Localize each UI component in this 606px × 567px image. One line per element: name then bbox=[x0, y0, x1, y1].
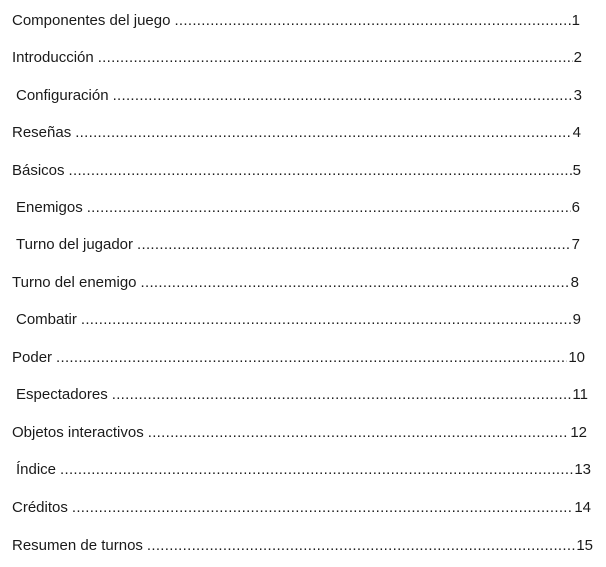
toc-entry-page-number: 14 bbox=[574, 499, 591, 516]
toc-entry-leader: ........................................… bbox=[97, 49, 573, 66]
toc-entry-combatir[interactable]: Combatir ...............................… bbox=[12, 309, 581, 331]
toc-entry-objetos-interactivos[interactable]: Objetos interactivos ...................… bbox=[12, 422, 587, 444]
toc-entry-leader: ........................................… bbox=[56, 349, 567, 366]
toc-entry-page-number: 4 bbox=[572, 124, 581, 141]
toc-entry-title: Componentes del juego bbox=[12, 12, 171, 29]
toc-entry-turno-del-jugador[interactable]: Turno del jugador ......................… bbox=[12, 234, 580, 256]
toc-entry-title: Combatir bbox=[16, 311, 77, 328]
toc-entry-title: Turno del enemigo bbox=[12, 274, 137, 291]
toc-entry-resumen-de-turnos[interactable]: Resumen de turnos ......................… bbox=[12, 535, 593, 557]
toc-entry-page-number: 5 bbox=[572, 162, 581, 179]
toc-entry-title: Poder bbox=[12, 349, 53, 366]
toc-entry-page-number: 2 bbox=[573, 49, 582, 66]
toc-entry-page-number: 11 bbox=[572, 386, 588, 403]
toc-entry-poder[interactable]: Poder ..................................… bbox=[12, 347, 585, 369]
toc-entry-page-number: 8 bbox=[570, 274, 579, 291]
toc-entry-title: Turno del jugador bbox=[16, 236, 134, 253]
toc-entry-enemigos[interactable]: Enemigos ...............................… bbox=[12, 197, 580, 219]
toc-entry-title: Créditos bbox=[12, 499, 68, 516]
toc-entry-page-number: 12 bbox=[570, 424, 587, 441]
toc-entry-leader: ........................................… bbox=[140, 274, 570, 291]
toc-entry-title: Espectadores bbox=[16, 386, 108, 403]
toc-entry-page-number: 15 bbox=[576, 537, 593, 554]
toc-entry-leader: ........................................… bbox=[68, 162, 572, 179]
toc-entry-title: Enemigos bbox=[16, 199, 83, 216]
toc-entry-leader: ........................................… bbox=[147, 424, 570, 441]
toc-entry-title: Configuración bbox=[16, 87, 109, 104]
toc-entry-introduccion[interactable]: Introducción ...........................… bbox=[12, 47, 582, 69]
toc-entry-title: Básicos bbox=[12, 162, 65, 179]
toc-entry-page-number: 3 bbox=[573, 87, 582, 104]
toc-entry-leader: ........................................… bbox=[80, 311, 572, 328]
toc-entry-leader: ........................................… bbox=[146, 537, 576, 554]
toc-entry-configuracion[interactable]: Configuración ..........................… bbox=[12, 85, 582, 107]
toc-entry-page-number: 13 bbox=[574, 461, 591, 478]
toc-entry-indice[interactable]: Índice .................................… bbox=[12, 459, 591, 481]
toc-entry-basicos[interactable]: Básicos ................................… bbox=[12, 160, 581, 182]
toc-entry-page-number: 1 bbox=[571, 12, 580, 29]
toc-entry-leader: ........................................… bbox=[174, 12, 570, 29]
toc-entry-page-number: 10 bbox=[568, 349, 585, 366]
toc-entry-title: Índice bbox=[16, 461, 57, 478]
toc-entry-title: Introducción bbox=[12, 49, 94, 66]
toc-entry-title: Reseñas bbox=[12, 124, 72, 141]
toc-entry-leader: ........................................… bbox=[112, 87, 573, 104]
toc-entry-title: Objetos interactivos bbox=[12, 424, 144, 441]
toc-entry-creditos[interactable]: Créditos ...............................… bbox=[12, 497, 591, 519]
toc-entry-resenas[interactable]: Reseñas ................................… bbox=[12, 122, 581, 144]
toc-entry-turno-del-enemigo[interactable]: Turno del enemigo ......................… bbox=[12, 272, 579, 294]
toc-entry-page-number: 9 bbox=[572, 311, 581, 328]
toc-entry-leader: ........................................… bbox=[137, 236, 571, 253]
toc-entry-leader: ........................................… bbox=[86, 199, 571, 216]
toc-entry-leader: ........................................… bbox=[75, 124, 572, 141]
toc-entry-title: Resumen de turnos bbox=[12, 537, 143, 554]
toc-entry-page-number: 6 bbox=[571, 199, 580, 216]
toc-entry-componentes-del-juego[interactable]: Componentes del juego ..................… bbox=[12, 10, 580, 32]
toc-entry-page-number: 7 bbox=[571, 236, 580, 253]
toc-entry-leader: ........................................… bbox=[60, 461, 574, 478]
toc-entry-espectadores[interactable]: Espectadores ...........................… bbox=[12, 384, 588, 406]
toc-entry-leader: ........................................… bbox=[71, 499, 573, 516]
toc-entry-leader: ........................................… bbox=[111, 386, 572, 403]
